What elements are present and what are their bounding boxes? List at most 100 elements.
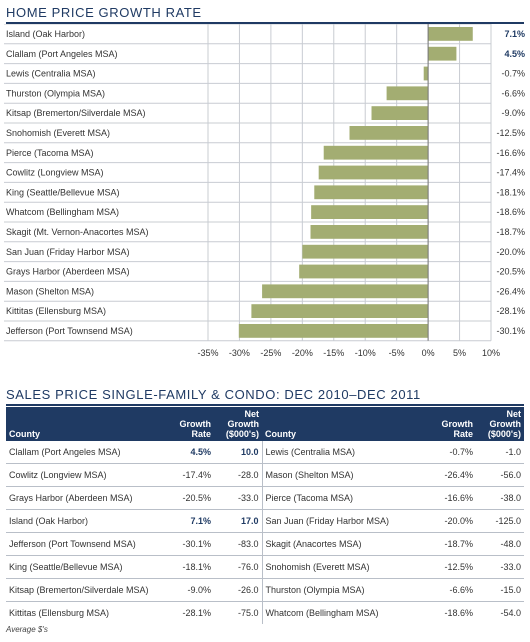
tick-label: 5%	[453, 348, 466, 358]
tick-label: 0%	[422, 348, 435, 358]
county-cell: Cowlitz (Longview MSA)	[6, 463, 166, 487]
county-cell: San Juan (Friday Harbor MSA)	[261, 509, 426, 533]
value-label: -18.6%	[496, 207, 525, 217]
net-growth-cell: -54.0	[500, 608, 521, 618]
county-cell: Mason (Shelton MSA)	[261, 463, 426, 487]
category-label: Kitsap (Bremerton/Silverdale MSA)	[6, 108, 146, 118]
bar	[428, 27, 473, 41]
value-label: -9.0%	[501, 108, 525, 118]
tick-label: -35%	[197, 348, 218, 358]
category-label: Whatcom (Bellingham MSA)	[6, 207, 119, 217]
value-label: -28.1%	[496, 306, 525, 316]
county-cell: Island (Oak Harbor)	[6, 509, 166, 533]
bar	[318, 165, 429, 180]
category-label: Cowlitz (Longview MSA)	[6, 168, 104, 178]
category-label: King (Seattle/Bellevue MSA)	[6, 187, 120, 197]
growth-rate-cell: -18.1%	[166, 555, 214, 579]
bar	[314, 185, 429, 200]
growth-rate-cell: 4.5%	[166, 441, 214, 464]
category-label: Kittitas (Ellensburg MSA)	[6, 306, 106, 316]
county-cell: Grays Harbor (Aberdeen MSA)	[6, 486, 166, 510]
county-cell: Lewis (Centralia MSA)	[261, 441, 426, 464]
net-growth-cell: -33.0	[214, 486, 262, 510]
bar	[302, 244, 429, 259]
bar	[428, 46, 457, 61]
tick-label: -5%	[389, 348, 405, 358]
table-title: SALES PRICE SINGLE-FAMILY & CONDO: DEC 2…	[6, 386, 524, 406]
bar	[299, 264, 429, 279]
growth-rate-cell: -0.7%	[426, 441, 476, 464]
value-label: -18.7%	[496, 227, 525, 237]
bar	[423, 66, 429, 81]
growth-rate-cell: -18.7%	[426, 532, 476, 556]
value-label: 7.1%	[504, 29, 525, 39]
net-growth-cell: 17.0	[214, 509, 262, 533]
category-label: Thurston (Olympia MSA)	[6, 88, 105, 98]
value-label: -6.6%	[501, 88, 525, 98]
value-label: -12.5%	[496, 128, 525, 138]
net-growth-cell: -56.0	[476, 463, 524, 487]
net-growth-cell: -1.0	[476, 441, 524, 464]
county-cell: Whatcom (Bellingham MSA)	[261, 601, 426, 624]
value-label: -16.6%	[496, 148, 525, 158]
category-label: Clallam (Port Angeles MSA)	[6, 49, 118, 59]
category-label: Jefferson (Port Townsend MSA)	[6, 326, 133, 336]
header-growth-rate: Growth Rate	[166, 407, 214, 441]
growth-rate-cell: -18.6%	[444, 608, 473, 618]
category-label: Island (Oak Harbor)	[6, 29, 85, 39]
bar	[251, 304, 429, 318]
header-county: County	[6, 407, 166, 441]
tick-label: -10%	[355, 348, 376, 358]
category-label: Pierce (Tacoma MSA)	[6, 148, 94, 158]
value-label: -30.1%	[496, 326, 525, 336]
table-body: Clallam (Port Angeles MSA) 4.5% 10.0 Lewis …	[6, 441, 524, 624]
table-row: King (Seattle/Bellevue MSA) -18.1% -76.0 Sn…	[6, 555, 524, 579]
growth-rate-cell: 7.1%	[166, 509, 214, 533]
table-row: Jefferson (Port Townsend MSA) -30.1% -83.0…	[6, 532, 524, 556]
bar	[386, 86, 429, 101]
value-label: -18.1%	[496, 187, 525, 197]
table-row: Clallam (Port Angeles MSA) 4.5% 10.0 Lewis …	[6, 441, 524, 464]
category-label: San Juan (Friday Harbor MSA)	[6, 247, 130, 257]
home-price-growth-chart: Island (Oak Harbor) Clallam (Port Angeles…	[4, 24, 525, 358]
tick-label: -15%	[323, 348, 344, 358]
county-cell: Jefferson (Port Townsend MSA)	[6, 532, 166, 556]
value-label: -17.4%	[496, 168, 525, 178]
tick-label: -30%	[229, 348, 250, 358]
table-row: Grays Harbor (Aberdeen MSA) -20.5% -33.0 Pi…	[6, 486, 524, 510]
growth-rate-cell: -28.1%	[182, 608, 211, 618]
value-label: 4.5%	[504, 49, 525, 59]
growth-rate-cell: -26.4%	[426, 463, 476, 487]
bar	[349, 126, 429, 140]
bar	[311, 205, 429, 219]
net-growth-cell: -76.0	[214, 555, 262, 579]
net-growth-cell: -125.0	[476, 509, 524, 533]
county-cell: Skagit (Anacortes MSA)	[261, 532, 426, 556]
bar	[238, 324, 429, 338]
growth-rate-cell: -9.0%	[166, 578, 214, 602]
net-growth-cell: -26.0	[214, 578, 262, 602]
growth-rate-cell: -17.4%	[166, 463, 214, 487]
sales-price-table: County Growth Rate Net Growth ($000's) Coun…	[6, 407, 524, 624]
growth-rate-cell: -6.6%	[426, 578, 476, 602]
category-label: Mason (Shelton MSA)	[6, 286, 94, 296]
county-cell: Clallam (Port Angeles MSA)	[6, 441, 166, 464]
chart-title: HOME PRICE GROWTH RATE	[6, 4, 524, 24]
growth-rate-cell: -20.0%	[426, 509, 476, 533]
header-county: County	[262, 407, 426, 441]
value-label: -26.4%	[496, 286, 525, 296]
county-cell: Snohomish (Everett MSA)	[261, 555, 426, 579]
header-net-growth: Net Growth ($000's)	[214, 407, 262, 441]
county-cell: Thurston (Olympia MSA)	[261, 578, 426, 602]
value-label: -20.5%	[496, 267, 525, 277]
growth-rate-cell: -20.5%	[166, 486, 214, 510]
county-cell: King (Seattle/Bellevue MSA)	[6, 555, 166, 579]
growth-rate-cell: -16.6%	[426, 486, 476, 510]
table-header: County Growth Rate Net Growth ($000's) Coun…	[6, 407, 524, 441]
net-growth-cell: -83.0	[214, 532, 262, 556]
bar	[371, 106, 429, 120]
category-label: Lewis (Centralia MSA)	[6, 69, 96, 79]
table-row: Island (Oak Harbor) 7.1% 17.0 San Juan (Fri…	[6, 509, 524, 533]
growth-rate-cell: -12.5%	[426, 555, 476, 579]
table-row: Kittitas (Ellensburg MSA) -28.1% -75.0 What…	[6, 601, 524, 624]
